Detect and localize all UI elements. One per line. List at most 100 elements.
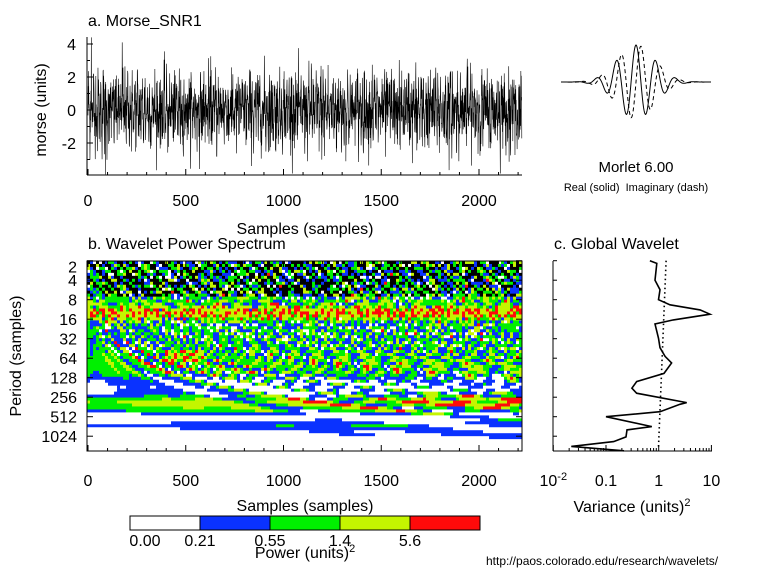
- power-cell: [147, 275, 151, 280]
- power-cell: [222, 272, 232, 277]
- power-cell: [183, 261, 187, 265]
- power-cell: [240, 263, 244, 268]
- power-cell: [207, 358, 214, 363]
- power-cell: [135, 296, 139, 300]
- power-cell: [393, 353, 397, 357]
- power-cell: [336, 261, 340, 265]
- power-cell: [363, 272, 367, 277]
- power-cell: [504, 314, 508, 318]
- power-cell: [507, 269, 511, 274]
- power-cell: [486, 397, 490, 401]
- power-cell: [93, 305, 97, 309]
- power-cell: [225, 376, 235, 381]
- power-cell: [477, 269, 481, 274]
- power-cell: [480, 311, 490, 315]
- power-cell: [99, 305, 109, 309]
- power-cell: [354, 290, 358, 295]
- power-cell: [249, 373, 259, 378]
- power-cell: [339, 367, 343, 372]
- power-cell: [216, 367, 220, 372]
- power-cell: [192, 305, 202, 309]
- power-cell: [243, 326, 247, 330]
- power-cell: [303, 373, 313, 378]
- power-cell: [375, 376, 382, 381]
- power-cell: [345, 382, 349, 387]
- power-cell: [147, 323, 151, 327]
- power-cell: [204, 281, 208, 286]
- power-cell: [420, 361, 424, 366]
- power-cell: [276, 281, 283, 286]
- power-cell: [288, 358, 295, 363]
- power-cell: [366, 266, 373, 271]
- power-cell: [423, 323, 430, 327]
- power-cell: [492, 338, 496, 342]
- power-cell: [408, 302, 412, 306]
- power-cell: [171, 305, 178, 309]
- power-cell: [117, 353, 121, 357]
- power-cell: [381, 332, 385, 336]
- power-cell: [258, 370, 262, 375]
- power-cell: [381, 317, 388, 321]
- power-cell: [369, 335, 376, 339]
- power-cell: [486, 350, 490, 354]
- power-cell: [396, 272, 400, 277]
- power-cell: [441, 373, 445, 378]
- power-cell: [144, 284, 151, 289]
- power-cell: [429, 272, 439, 277]
- power-cell: [507, 287, 511, 292]
- power-cell: [237, 287, 241, 292]
- power-cell: [363, 367, 367, 372]
- power-cell: [315, 391, 319, 395]
- power-cell: [87, 335, 94, 339]
- power-cell: [135, 278, 139, 283]
- power-cell: [468, 353, 472, 357]
- power-cell: [381, 350, 385, 354]
- power-cell: [255, 332, 259, 336]
- power-cell: [510, 293, 517, 298]
- power-cell: [210, 329, 214, 333]
- power-cell: [102, 293, 106, 298]
- power-cell: [219, 364, 223, 369]
- power-cell: [189, 311, 193, 315]
- power-cell: [189, 275, 193, 280]
- power-cell: [333, 361, 337, 366]
- power-cell: [120, 284, 124, 289]
- power-cell: [414, 266, 424, 271]
- power-cell: [300, 302, 304, 306]
- power-cell: [168, 394, 181, 398]
- power-cell: [354, 320, 358, 324]
- power-cell: [201, 323, 208, 327]
- power-cell: [453, 284, 457, 289]
- power-cell: [240, 358, 256, 363]
- power-cell: [156, 353, 160, 357]
- power-cell: [387, 329, 391, 333]
- power-cell: [132, 356, 136, 360]
- power-cell: [402, 379, 406, 384]
- power-cell: [468, 338, 472, 342]
- power-cell: [363, 281, 367, 286]
- power-cell: [213, 311, 226, 315]
- power-cell: [339, 302, 343, 306]
- power-cell: [429, 311, 433, 315]
- power-cell: [312, 296, 316, 300]
- power-cell: [510, 266, 520, 271]
- power-cell: [357, 263, 367, 268]
- power-cell: [114, 344, 118, 348]
- power-cell: [270, 379, 274, 384]
- power-cell: [306, 284, 313, 289]
- power-cell: [114, 284, 118, 289]
- power-cell: [258, 287, 262, 292]
- power-cell: [216, 317, 220, 321]
- power-cell: [516, 284, 520, 289]
- power-cell: [126, 326, 133, 330]
- power-cell: [420, 379, 442, 384]
- power-cell: [300, 293, 304, 298]
- power-cell: [195, 338, 199, 342]
- power-cell: [339, 326, 343, 330]
- power-cell: [441, 290, 448, 295]
- power-cell: [87, 272, 91, 277]
- power-cell: [480, 299, 484, 303]
- power-cell: [447, 272, 451, 277]
- power-cell: [390, 356, 394, 360]
- power-cell: [498, 314, 502, 318]
